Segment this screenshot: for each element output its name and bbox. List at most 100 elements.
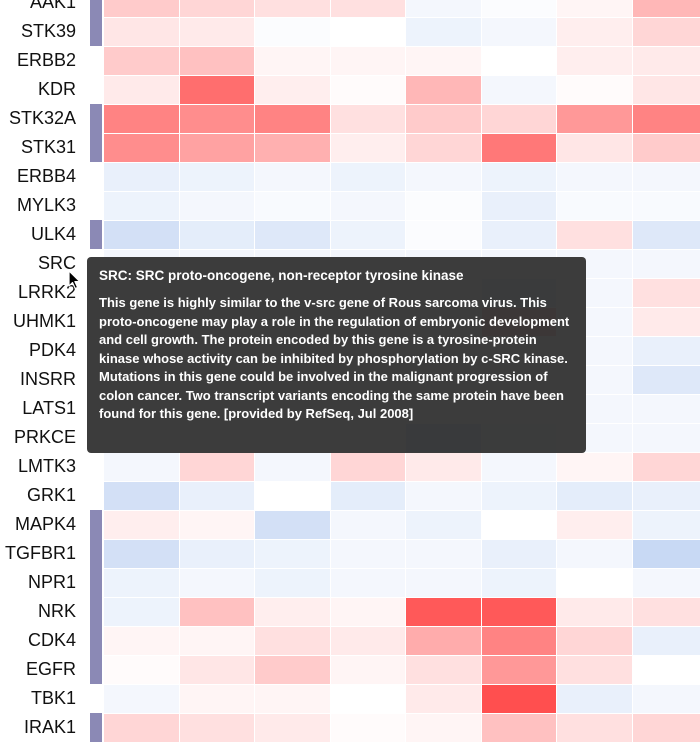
heatmap-cell[interactable] xyxy=(481,221,556,249)
heatmap-cell[interactable] xyxy=(104,105,179,133)
heatmap-cell[interactable] xyxy=(104,540,179,568)
heatmap-cell[interactable] xyxy=(406,76,481,104)
heatmap-cell[interactable] xyxy=(557,134,632,162)
heatmap-cell[interactable] xyxy=(406,134,481,162)
heatmap-cell[interactable] xyxy=(632,163,700,191)
heatmap-cell[interactable] xyxy=(104,76,179,104)
gene-label-lrrk2[interactable]: LRRK2 xyxy=(17,282,76,302)
heatmap-cell[interactable] xyxy=(406,627,481,655)
heatmap-cell[interactable] xyxy=(255,18,330,46)
heatmap-cell[interactable] xyxy=(179,627,254,655)
heatmap-cell[interactable] xyxy=(179,163,254,191)
heatmap-cell[interactable] xyxy=(406,482,481,510)
heatmap-cell[interactable] xyxy=(481,627,556,655)
heatmap-cell[interactable] xyxy=(255,656,330,684)
gene-label-stk31[interactable]: STK31 xyxy=(20,137,76,157)
gene-label-kdr[interactable]: KDR xyxy=(37,79,76,99)
heatmap-cell[interactable] xyxy=(255,714,330,742)
heatmap-cell[interactable] xyxy=(330,18,405,46)
heatmap-cell[interactable] xyxy=(104,482,179,510)
heatmap-cell[interactable] xyxy=(179,540,254,568)
heatmap-cell[interactable] xyxy=(104,47,179,75)
heatmap-cell[interactable] xyxy=(632,598,700,626)
heatmap-cell[interactable] xyxy=(104,656,179,684)
heatmap-cell[interactable] xyxy=(632,337,700,365)
gene-label-irak1[interactable]: IRAK1 xyxy=(23,717,76,737)
heatmap-cell[interactable] xyxy=(330,569,405,597)
heatmap-cell[interactable] xyxy=(632,134,700,162)
gene-label-stk32a[interactable]: STK32A xyxy=(8,108,76,128)
gene-label-mylk3[interactable]: MYLK3 xyxy=(16,195,76,215)
heatmap-cell[interactable] xyxy=(406,163,481,191)
heatmap-cell[interactable] xyxy=(179,18,254,46)
heatmap-cell[interactable] xyxy=(179,192,254,220)
heatmap-cell[interactable] xyxy=(179,0,254,17)
heatmap-cell[interactable] xyxy=(481,714,556,742)
gene-label-cdk4[interactable]: CDK4 xyxy=(27,630,76,650)
heatmap-cell[interactable] xyxy=(255,511,330,539)
gene-label-erbb2[interactable]: ERBB2 xyxy=(16,50,76,70)
heatmap-cell[interactable] xyxy=(406,656,481,684)
heatmap-cell[interactable] xyxy=(330,714,405,742)
heatmap-cell[interactable] xyxy=(179,656,254,684)
heatmap-cell[interactable] xyxy=(179,221,254,249)
heatmap-cell[interactable] xyxy=(255,685,330,713)
heatmap-cell[interactable] xyxy=(632,627,700,655)
heatmap-cell[interactable] xyxy=(255,569,330,597)
heatmap-cell[interactable] xyxy=(104,453,179,481)
heatmap-cell[interactable] xyxy=(557,714,632,742)
heatmap-cell[interactable] xyxy=(557,76,632,104)
heatmap-cell[interactable] xyxy=(557,105,632,133)
heatmap-cell[interactable] xyxy=(179,482,254,510)
heatmap-cell[interactable] xyxy=(255,598,330,626)
heatmap-cell[interactable] xyxy=(557,18,632,46)
heatmap-cell[interactable] xyxy=(481,192,556,220)
heatmap-cell[interactable] xyxy=(406,192,481,220)
heatmap-cell[interactable] xyxy=(481,134,556,162)
heatmap-cell[interactable] xyxy=(557,192,632,220)
gene-label-tbk1[interactable]: TBK1 xyxy=(30,688,76,708)
heatmap-cell[interactable] xyxy=(104,598,179,626)
heatmap-cell[interactable] xyxy=(255,47,330,75)
heatmap-cell[interactable] xyxy=(179,453,254,481)
heatmap-cell[interactable] xyxy=(255,627,330,655)
heatmap-cell[interactable] xyxy=(481,540,556,568)
heatmap-cell[interactable] xyxy=(255,105,330,133)
gene-label-uhmk1[interactable]: UHMK1 xyxy=(12,311,76,331)
heatmap-cell[interactable] xyxy=(255,482,330,510)
heatmap-cell[interactable] xyxy=(632,656,700,684)
heatmap-cell[interactable] xyxy=(104,569,179,597)
heatmap-cell[interactable] xyxy=(406,685,481,713)
heatmap-cell[interactable] xyxy=(632,453,700,481)
gene-label-egfr[interactable]: EGFR xyxy=(25,659,76,679)
heatmap-cell[interactable] xyxy=(255,192,330,220)
heatmap-cell[interactable] xyxy=(406,453,481,481)
heatmap-cell[interactable] xyxy=(557,685,632,713)
gene-label-erbb4[interactable]: ERBB4 xyxy=(16,166,76,186)
heatmap-cell[interactable] xyxy=(557,569,632,597)
heatmap-cell[interactable] xyxy=(557,511,632,539)
heatmap-cell[interactable] xyxy=(481,76,556,104)
heatmap-cell[interactable] xyxy=(557,627,632,655)
gene-label-lats1[interactable]: LATS1 xyxy=(22,398,76,418)
heatmap-cell[interactable] xyxy=(104,18,179,46)
heatmap-cell[interactable] xyxy=(406,18,481,46)
heatmap-cell[interactable] xyxy=(330,134,405,162)
heatmap-cell[interactable] xyxy=(632,685,700,713)
heatmap-cell[interactable] xyxy=(330,685,405,713)
gene-label-insrr[interactable]: INSRR xyxy=(19,369,76,389)
heatmap-cell[interactable] xyxy=(632,192,700,220)
heatmap-cell[interactable] xyxy=(255,221,330,249)
heatmap-cell[interactable] xyxy=(557,0,632,17)
heatmap-cell[interactable] xyxy=(481,105,556,133)
heatmap-cell[interactable] xyxy=(632,250,700,278)
heatmap-cell[interactable] xyxy=(330,511,405,539)
heatmap-cell[interactable] xyxy=(255,134,330,162)
heatmap-cell[interactable] xyxy=(557,221,632,249)
heatmap-cell[interactable] xyxy=(104,685,179,713)
gene-label-tgfbr1[interactable]: TGFBR1 xyxy=(4,543,76,563)
heatmap-cell[interactable] xyxy=(557,453,632,481)
heatmap-cell[interactable] xyxy=(330,47,405,75)
gene-label-grk1[interactable]: GRK1 xyxy=(26,485,76,505)
heatmap-cell[interactable] xyxy=(330,105,405,133)
